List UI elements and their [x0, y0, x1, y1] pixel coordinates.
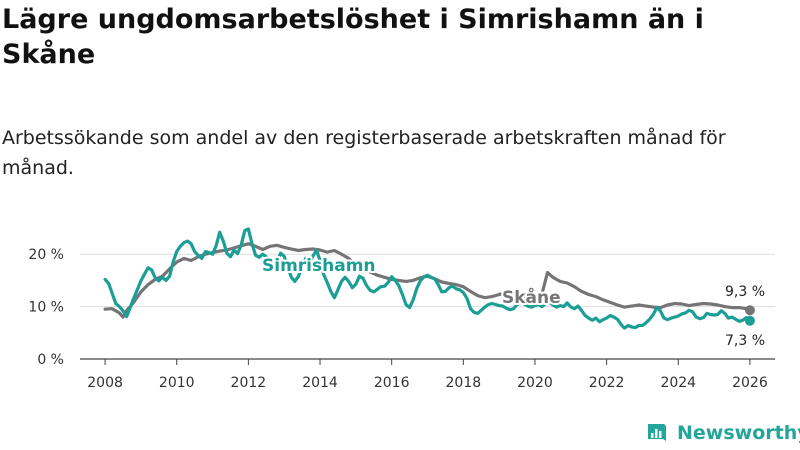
y-tick-label: 20 %	[28, 247, 64, 263]
series-label-simrishamn: Simrishamn	[262, 256, 376, 276]
newsworthy-chart-icon	[648, 424, 666, 441]
chart-subtitle: Arbetssökande som andel av den registerb…	[2, 127, 726, 179]
chart-title: Lägre ungdomsarbetslöshet i Simrishamn ä…	[2, 4, 704, 70]
series-lines	[103, 227, 755, 330]
x-tick-label: 2010	[159, 375, 195, 391]
y-tick-label: 10 %	[28, 300, 64, 316]
newsworthy-logo: Newsworthy	[645, 420, 800, 446]
x-tick-label: 2018	[446, 375, 482, 391]
x-tick-label: 2022	[589, 375, 625, 391]
x-tick-label: 2014	[302, 375, 338, 391]
end-point-skane	[744, 305, 755, 316]
x-tick-label: 2026	[732, 375, 768, 391]
x-tick-label: 2016	[374, 375, 410, 391]
brand-name: Newsworthy	[677, 422, 800, 444]
series-line-skane	[103, 242, 752, 319]
series-label-skane: Skåne	[502, 286, 561, 308]
end-value-label-simrishamn: 7,3 %	[725, 333, 765, 349]
x-tick-label: 2008	[87, 375, 123, 391]
x-tick-label: 2012	[231, 375, 267, 391]
x-tick-label: 2020	[517, 375, 553, 391]
x-tick-label: 2024	[660, 375, 696, 391]
x-axis: 2008 2010 2012 2014 2016 2018 2020 2022 2024 2026	[87, 359, 768, 391]
y-tick-label: 0 %	[37, 352, 64, 368]
series-labels: Simrishamn Skåne 9,3 % 7,3 %	[260, 254, 765, 349]
end-point-simrishamn	[744, 315, 755, 326]
series-line-simrishamn	[103, 227, 752, 330]
end-value-label-skane: 9,3 %	[725, 284, 765, 300]
